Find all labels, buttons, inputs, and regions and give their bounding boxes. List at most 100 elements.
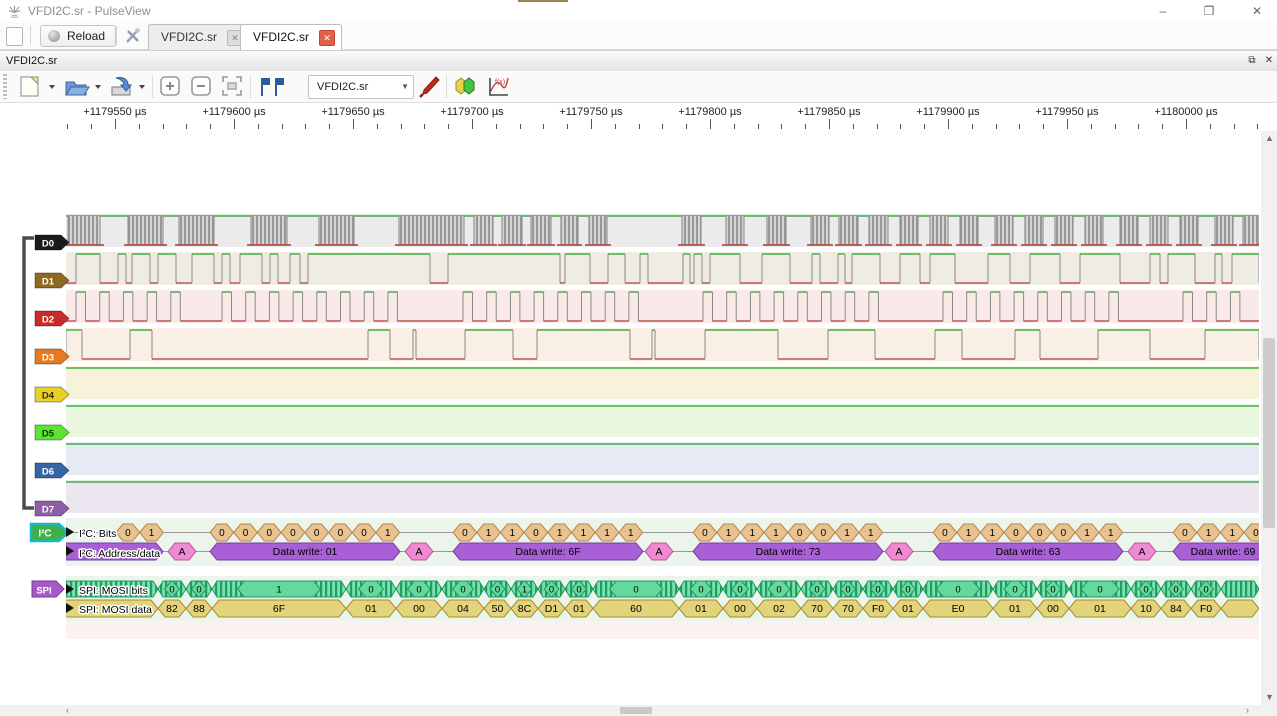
zoom-in-button[interactable] xyxy=(158,74,182,99)
row-expand-icon[interactable] xyxy=(66,527,74,537)
channel-label-D0[interactable]: D0 xyxy=(34,234,70,251)
spi-data-annotation xyxy=(592,599,680,618)
ruler-minor-tick xyxy=(1209,124,1211,129)
i2c-bit-annotation-text: 0 xyxy=(243,528,249,539)
channel-label-D5[interactable]: D5 xyxy=(34,424,70,441)
wave-D0-burst xyxy=(319,216,354,245)
i2c-bit-annotation xyxy=(209,523,235,542)
vertical-scrollbar[interactable]: ▲ ▼ xyxy=(1261,131,1277,705)
toolbar-handle[interactable] xyxy=(3,74,7,99)
row-expand-icon[interactable] xyxy=(66,584,74,594)
i2c-bit-annotation-text: 0 xyxy=(702,528,708,539)
row-expand-icon[interactable] xyxy=(66,603,74,613)
zoom-fit-button[interactable] xyxy=(220,74,244,99)
save-file-button[interactable] xyxy=(106,74,148,99)
channel-label-D1[interactable]: D1 xyxy=(34,272,70,289)
minimize-button[interactable]: – xyxy=(1159,4,1167,18)
ruler-minor-tick xyxy=(686,124,688,129)
tab-close-icon[interactable]: ✕ xyxy=(319,30,335,46)
add-decoder-button[interactable] xyxy=(452,74,480,99)
channel-tag-shape xyxy=(34,424,70,441)
math-signal-button[interactable]: f(x) xyxy=(486,74,512,99)
spi-bit-annotation-text: 0 xyxy=(196,585,201,596)
wave-D0-burst xyxy=(474,216,493,245)
spi-decoder-tag[interactable]: SPI xyxy=(31,580,65,598)
spi-bit-annotation-text: 0 xyxy=(905,585,910,596)
scroll-up-icon[interactable]: ▲ xyxy=(1265,133,1274,143)
spi-data-annotation-text: 04 xyxy=(457,603,469,615)
spi-data-annotation-text: F0 xyxy=(1200,603,1212,615)
title-bar: VFDI2C.sr - PulseView – ❐ ✕ xyxy=(0,0,1277,22)
wave-D0-burst xyxy=(179,216,214,245)
i2c-bit-annotation-text: 0 xyxy=(125,528,131,539)
i2c-bit-annotation xyxy=(476,523,502,542)
vertical-scroll-thumb[interactable] xyxy=(1263,338,1275,528)
i2c-bit-annotation xyxy=(716,523,742,542)
i2c-addr-annotation-text: Data write: 69 xyxy=(1191,546,1256,558)
i2c-bit-annotation xyxy=(547,523,573,542)
i2c-bit-annotation-text: 0 xyxy=(266,528,272,539)
run-probe-button[interactable] xyxy=(416,74,442,99)
i2c-decoder-tag[interactable]: I²C xyxy=(29,522,70,543)
reload-button[interactable]: Reload xyxy=(40,25,117,47)
spi-bit-annotation xyxy=(163,580,181,598)
spi-bit-annotation-text: 0 xyxy=(698,585,703,596)
i2c-bits-row-label: I²C: Bits xyxy=(79,528,116,540)
spi-bit-annotation xyxy=(516,580,533,598)
i2c-bit-annotation-text: 0 xyxy=(361,528,367,539)
time-ruler[interactable]: +1179550 µs +1179600 µs +1179650 µs +117970… xyxy=(0,103,1277,130)
channel-label-D6[interactable]: D6 xyxy=(34,462,70,479)
wave-D0-burst xyxy=(839,216,858,245)
ruler-minor-tick xyxy=(995,124,997,129)
scroll-left-icon[interactable]: ‹ xyxy=(66,705,69,715)
dock-close-icon[interactable]: ✕ xyxy=(1264,55,1274,66)
spi-data-annotation xyxy=(1160,599,1192,618)
tab-vfdi2c-2[interactable]: VFDI2C.sr ✕ xyxy=(240,24,342,50)
spi-bit-annotation xyxy=(808,580,826,598)
trace-view[interactable]: D0 D1 D2 D3 D4 D5 D6 D7 0 1 0 0 0 0 0 0 0 1 0 1 1 0 1 1 1 1 0 1 1 1 0 0… xyxy=(0,130,1277,704)
channel-label-D3[interactable]: D3 xyxy=(34,348,70,365)
horizontal-scroll-thumb[interactable] xyxy=(620,707,652,714)
wave-D0-burst xyxy=(68,216,100,245)
i2c-bit-annotation xyxy=(523,523,549,542)
row-expand-icon[interactable] xyxy=(66,546,74,556)
spi-data-annotation-text: 10 xyxy=(1140,603,1152,615)
spi-bit-annotation-text: 0 xyxy=(875,585,880,596)
restore-button[interactable]: ❐ xyxy=(1203,4,1215,18)
i2c-bit-annotation xyxy=(1074,523,1100,542)
channel-tag-shape xyxy=(34,272,70,289)
i2c-bit-annotation xyxy=(115,523,141,542)
scroll-right-icon[interactable]: › xyxy=(1246,705,1249,715)
show-markers-button[interactable] xyxy=(256,74,290,99)
wave-D0-burst xyxy=(1150,216,1168,245)
channel-label-D4[interactable]: D4 xyxy=(34,386,70,403)
screen-artifact xyxy=(518,0,568,2)
channel-tag-text: D4 xyxy=(42,391,55,402)
tab-vfdi2c-1[interactable]: VFDI2C.sr ✕ xyxy=(148,24,250,50)
channel-label-D2[interactable]: D2 xyxy=(34,310,70,327)
i2c-bit-annotation-text: 1 xyxy=(749,528,755,539)
new-file-button[interactable] xyxy=(16,74,58,99)
i2c-bit-annotation-text: 1 xyxy=(773,528,779,539)
dock-title-bar[interactable]: VFDI2C.sr ⧉ ✕ xyxy=(0,50,1277,72)
scroll-down-icon[interactable]: ▼ xyxy=(1265,692,1274,702)
session-tab-bar: Reload VFDI2C.sr ✕ VFDI2C.sr ✕ xyxy=(0,22,1277,50)
channel-band-D0 xyxy=(66,214,1259,247)
horizontal-scrollbar[interactable]: ‹ › xyxy=(0,705,1261,716)
i2c-bit-annotation xyxy=(594,523,620,542)
zoom-out-button[interactable] xyxy=(189,74,213,99)
dropdown-caret-icon xyxy=(139,85,145,89)
undock-icon[interactable]: ⧉ xyxy=(1248,55,1256,66)
i2c-addr-annotation-text: Data write: 63 xyxy=(996,546,1061,558)
open-file-button[interactable] xyxy=(62,74,104,99)
close-button[interactable]: ✕ xyxy=(1251,4,1263,18)
i2c-bit-annotation-text: 1 xyxy=(604,528,610,539)
settings-tools-icon[interactable] xyxy=(124,27,142,45)
channel-label-D7[interactable]: D7 xyxy=(34,500,70,517)
i2c-bit-annotation xyxy=(570,523,596,542)
spi-data-annotation-text: 01 xyxy=(1094,603,1106,615)
i2c-addr-annotation xyxy=(1172,542,1259,561)
spi-data-annotation xyxy=(800,599,834,618)
session-file-selector[interactable]: VFDI2C.sr ▼ xyxy=(308,75,414,99)
new-session-icon[interactable] xyxy=(6,27,23,46)
